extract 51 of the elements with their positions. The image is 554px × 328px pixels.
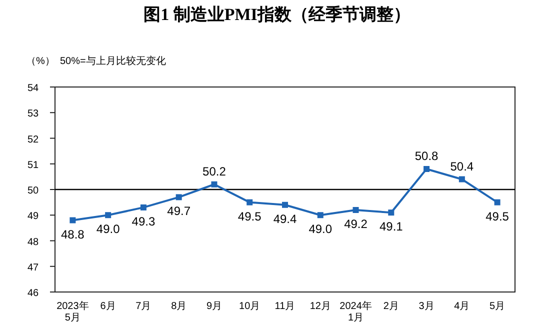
- y-tick-label: 49: [27, 211, 39, 222]
- point: [140, 204, 146, 210]
- x-tick-label: 6月: [100, 301, 116, 312]
- y-tick-label: 48: [27, 236, 39, 248]
- point: [105, 212, 112, 218]
- text: （%）: [26, 56, 55, 67]
- point: [317, 212, 324, 218]
- x-tick-label: 2024年 1月: [340, 300, 372, 324]
- x-tick-label: 8月: [171, 301, 187, 312]
- data-label: 49.0: [96, 222, 120, 236]
- y-tick-label: 52: [27, 134, 39, 146]
- y-tick-label: 47: [27, 262, 39, 274]
- x-tick-label: 5月: [490, 301, 506, 312]
- x-tick-label: 11月: [274, 301, 296, 312]
- point: [246, 199, 253, 206]
- data-label: 49.5: [486, 209, 510, 224]
- point: [494, 199, 500, 206]
- data-label: 49.1: [379, 220, 404, 234]
- data-label: 50.8: [414, 149, 439, 163]
- data-label: 49.5: [238, 209, 262, 224]
- chart-title: 图1 制造业PMI指数（经季节调整）: [144, 5, 410, 24]
- point: [211, 181, 218, 188]
- x-tick-label: 9月: [206, 301, 222, 312]
- y-tick-label: 54: [27, 83, 39, 94]
- point: [70, 217, 76, 224]
- data-label: 49.3: [132, 214, 156, 228]
- data-label: 48.8: [61, 227, 85, 242]
- point: [282, 202, 288, 208]
- x-tick-label: 2023年 5月: [56, 300, 89, 324]
- point: [458, 176, 465, 182]
- data-label: 49.2: [344, 217, 368, 231]
- data-label: 50.4: [450, 159, 474, 174]
- x-tick-label: 3月: [418, 301, 434, 312]
- point: [388, 210, 394, 216]
- y-tick-label: 51: [27, 160, 39, 171]
- text: 50%=与上月比较无变化: [60, 55, 166, 67]
- y-tick-label: 53: [27, 108, 39, 120]
- point: [424, 166, 430, 172]
- data-label: 49.4: [273, 212, 297, 226]
- data-label: 49.0: [308, 222, 332, 236]
- point: [352, 207, 359, 213]
- y-tick-label: 50: [27, 186, 39, 196]
- data-label: 49.7: [167, 204, 191, 218]
- x-tick-label: 2月: [383, 301, 399, 312]
- data-label: 50.2: [202, 164, 226, 178]
- x-tick-label: 7月: [136, 301, 152, 312]
- y-tick-label: 46: [27, 288, 39, 299]
- x-tick-label: 10月: [239, 301, 260, 312]
- x-tick-label: 4月: [454, 301, 470, 312]
- point: [176, 194, 182, 200]
- x-tick-label: 12月: [310, 301, 331, 312]
